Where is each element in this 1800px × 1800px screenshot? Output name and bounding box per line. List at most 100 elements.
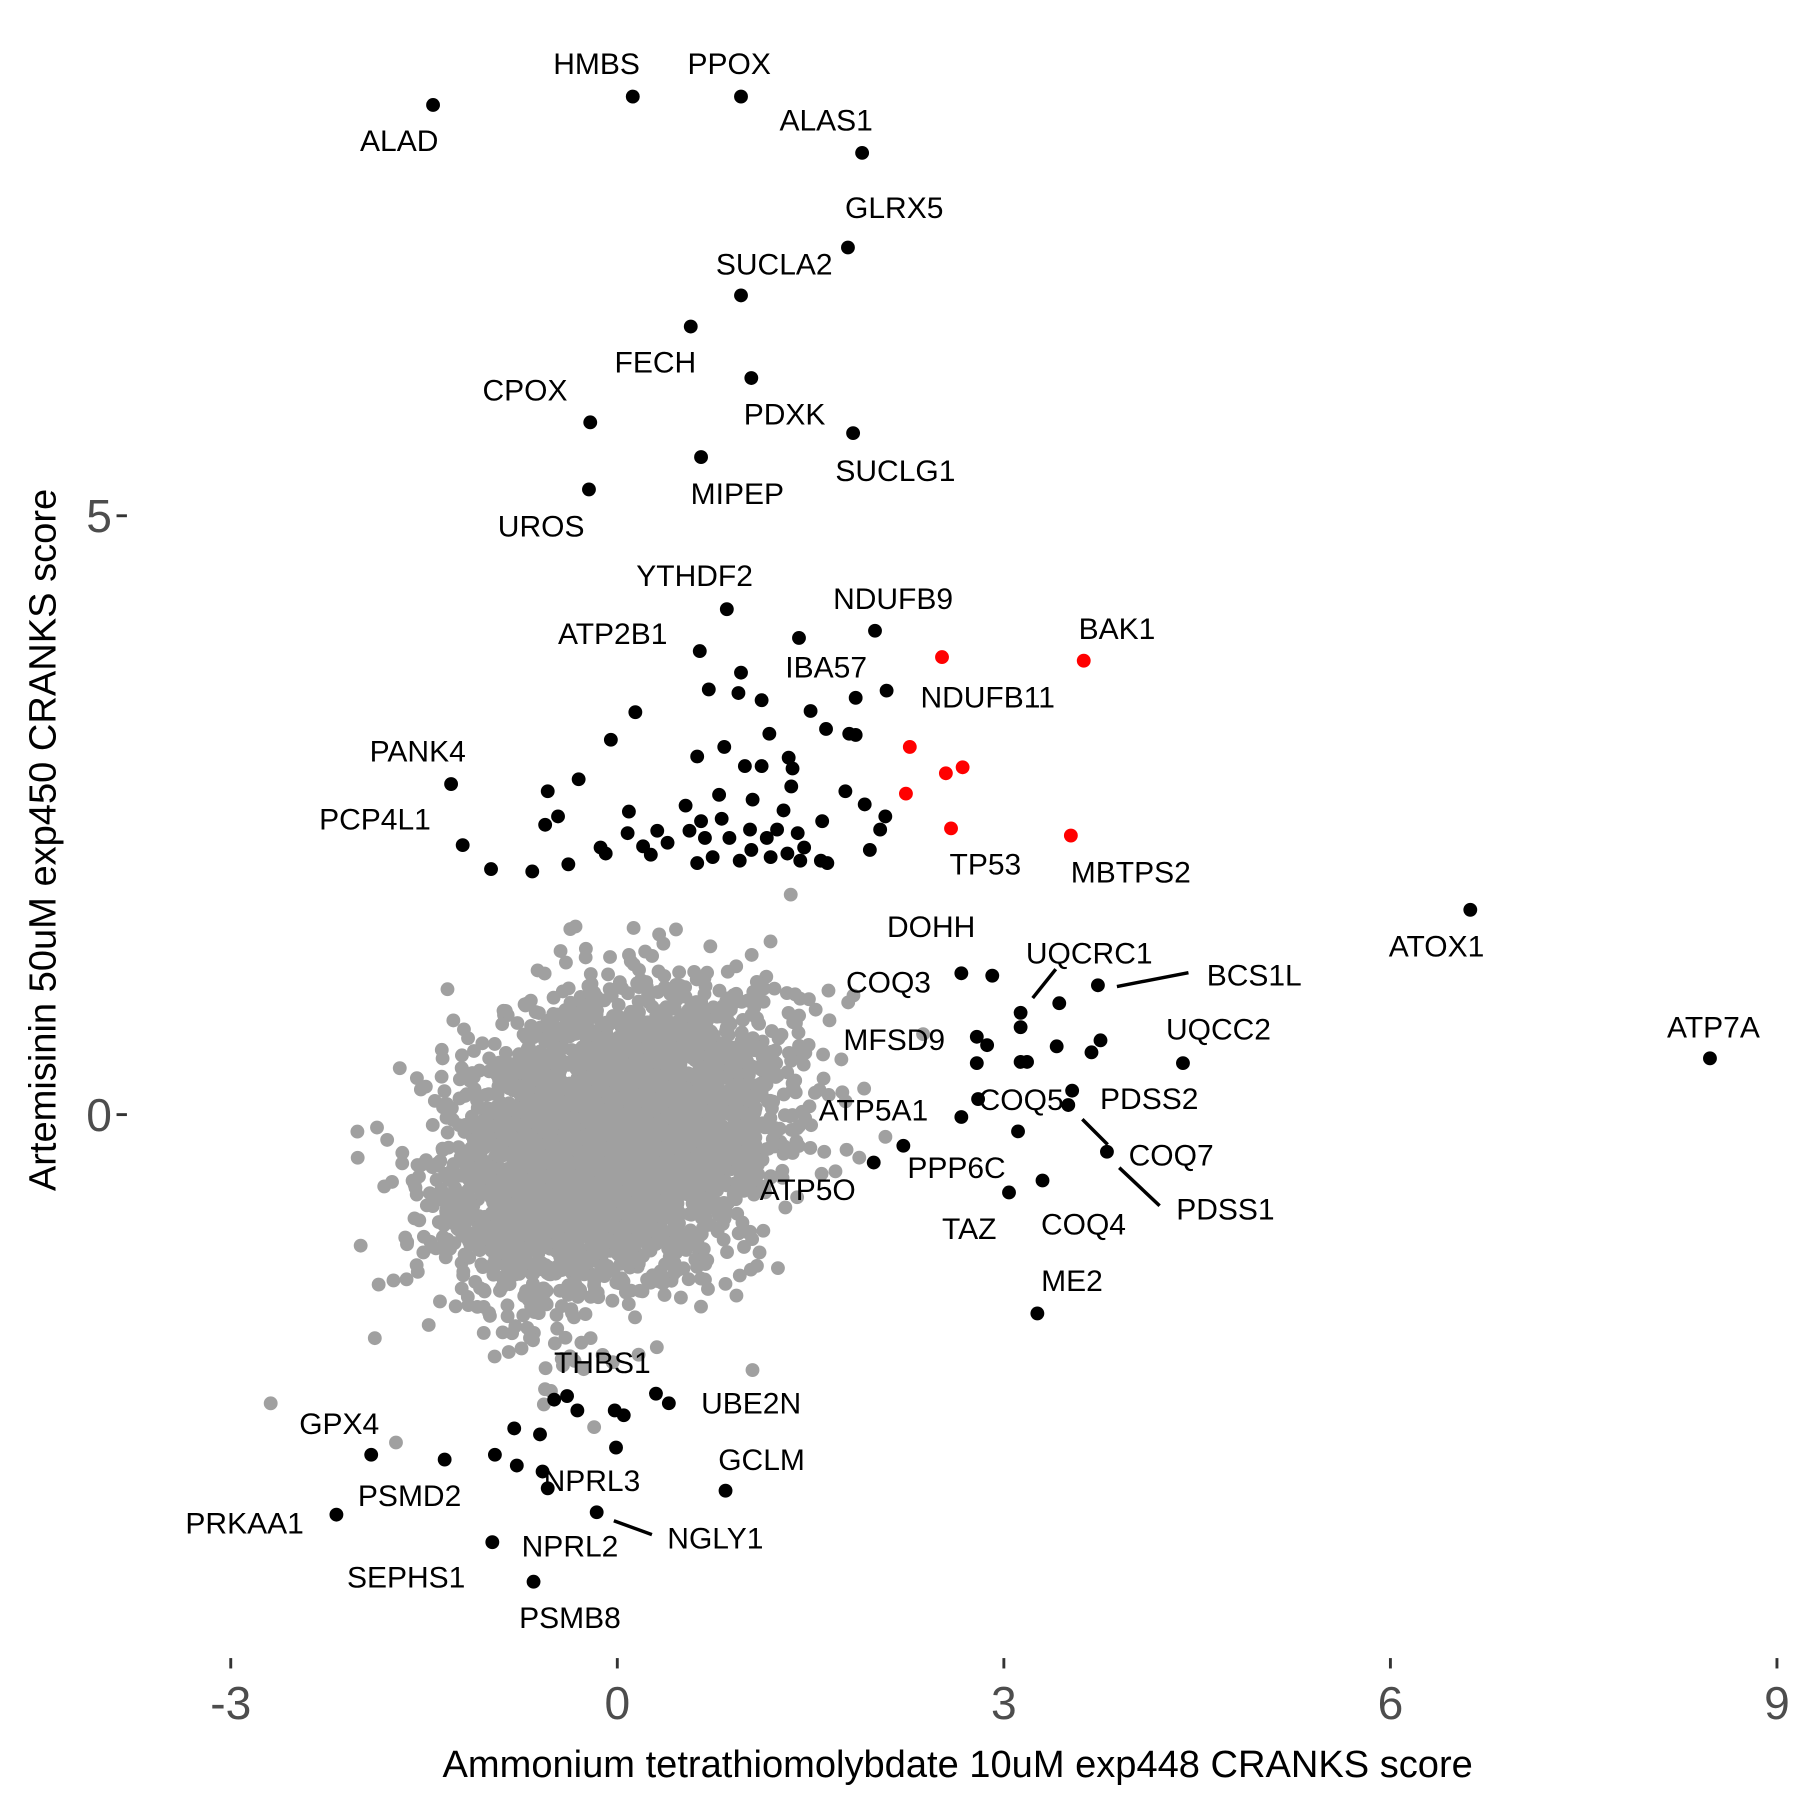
hit-point [1049, 1039, 1064, 1054]
background-point [720, 1245, 734, 1259]
background-point [644, 1159, 659, 1174]
background-point [558, 1246, 573, 1261]
background-point [714, 1118, 728, 1133]
hit-point [603, 732, 618, 747]
hit-point [743, 822, 757, 837]
background-point [550, 1148, 564, 1163]
background-point [729, 986, 744, 1001]
hit-point [838, 784, 853, 799]
background-point [462, 1162, 477, 1176]
gene-point-pcp4l1 [455, 838, 470, 853]
background-point [736, 1013, 750, 1027]
background-point [353, 1238, 368, 1253]
background-point [587, 1028, 602, 1043]
background-point [482, 1130, 497, 1145]
hit-point [770, 822, 785, 837]
background-point [601, 967, 615, 982]
background-point [717, 1174, 732, 1189]
x-tick-label: 0 [604, 1677, 630, 1729]
background-point [540, 1088, 555, 1103]
background-point [697, 971, 712, 986]
background-point [878, 1129, 893, 1144]
background-point [763, 934, 778, 949]
gene-label-bcs1l: BCS1L [1207, 959, 1302, 992]
background-point [380, 1132, 395, 1147]
background-point [518, 1030, 533, 1045]
gene-label-uros: UROS [498, 511, 585, 544]
background-point [757, 981, 771, 996]
background-point [462, 1250, 477, 1265]
leader-line [1031, 968, 1058, 1000]
background-point [442, 1172, 457, 1187]
background-point [674, 1106, 689, 1121]
background-point [524, 1199, 539, 1213]
background-point [550, 1321, 565, 1336]
gene-label-ndufb9: NDUFB9 [833, 583, 953, 616]
background-point [584, 976, 599, 991]
background-point [535, 1168, 550, 1183]
background-point [507, 1208, 522, 1223]
background-point [454, 1048, 469, 1063]
background-point [641, 1086, 656, 1101]
background-point [528, 1186, 543, 1200]
background-point [694, 1151, 709, 1166]
gene-label-gclm: GCLM [718, 1444, 805, 1477]
gene-point-cpox [583, 415, 598, 430]
background-point [462, 1235, 477, 1250]
gene-label-uqcc2: UQCC2 [1166, 1014, 1271, 1047]
background-point [515, 1174, 530, 1188]
background-point [791, 1139, 806, 1153]
background-point [688, 1024, 703, 1039]
background-point [433, 1154, 448, 1168]
hit-point [678, 798, 693, 813]
background-point [664, 1183, 679, 1198]
y-axis-title: Artemisinin 50uM exp450 CRANKS score [22, 489, 64, 1191]
background-point [607, 1236, 622, 1251]
background-point [686, 1237, 701, 1252]
background-point [673, 1290, 688, 1305]
hit-point [698, 831, 712, 845]
gene-label-ndufb11: NDUFB11 [920, 681, 1054, 714]
background-point [822, 1013, 837, 1028]
background-point [756, 994, 771, 1009]
hit-point [790, 826, 805, 841]
hit-point [793, 853, 808, 868]
background-point [427, 1093, 442, 1108]
background-point [628, 1116, 643, 1131]
leader-line [1116, 970, 1189, 989]
background-point [741, 1093, 756, 1108]
hit-point [1013, 1020, 1028, 1035]
gene-label-pdxk: PDXK [744, 399, 826, 432]
background-point [500, 1309, 515, 1324]
background-point [687, 964, 702, 979]
background-point [758, 1117, 773, 1132]
background-point [597, 1041, 612, 1056]
background-point [741, 1067, 756, 1082]
background-point [790, 1190, 805, 1205]
background-point [568, 1112, 583, 1126]
background-point [521, 1240, 536, 1255]
gene-point-ppp6c [896, 1138, 911, 1153]
background-point [781, 1006, 796, 1020]
background-point [630, 1138, 645, 1153]
background-point [581, 1216, 596, 1231]
gene-point-nprl3 [540, 1481, 555, 1496]
background-gene-points [263, 887, 931, 1450]
gene-point-atp5a1 [954, 1110, 969, 1124]
background-point [440, 982, 455, 997]
background-point [409, 1071, 424, 1086]
background-point [405, 1173, 420, 1188]
gene-label-atox1: ATOX1 [1389, 931, 1485, 964]
gene-label-suclg1: SUCLG1 [835, 455, 955, 488]
hit-point [797, 840, 812, 855]
background-point [609, 1221, 624, 1236]
background-point [472, 1063, 487, 1078]
background-point [493, 1283, 507, 1298]
background-point [629, 1088, 643, 1103]
hit-point [862, 843, 877, 857]
background-point [425, 1118, 440, 1132]
background-point [552, 1168, 567, 1183]
gene-label-nprl3: NPRL3 [544, 1465, 641, 1498]
gene-point-mfsd9 [969, 1029, 984, 1044]
